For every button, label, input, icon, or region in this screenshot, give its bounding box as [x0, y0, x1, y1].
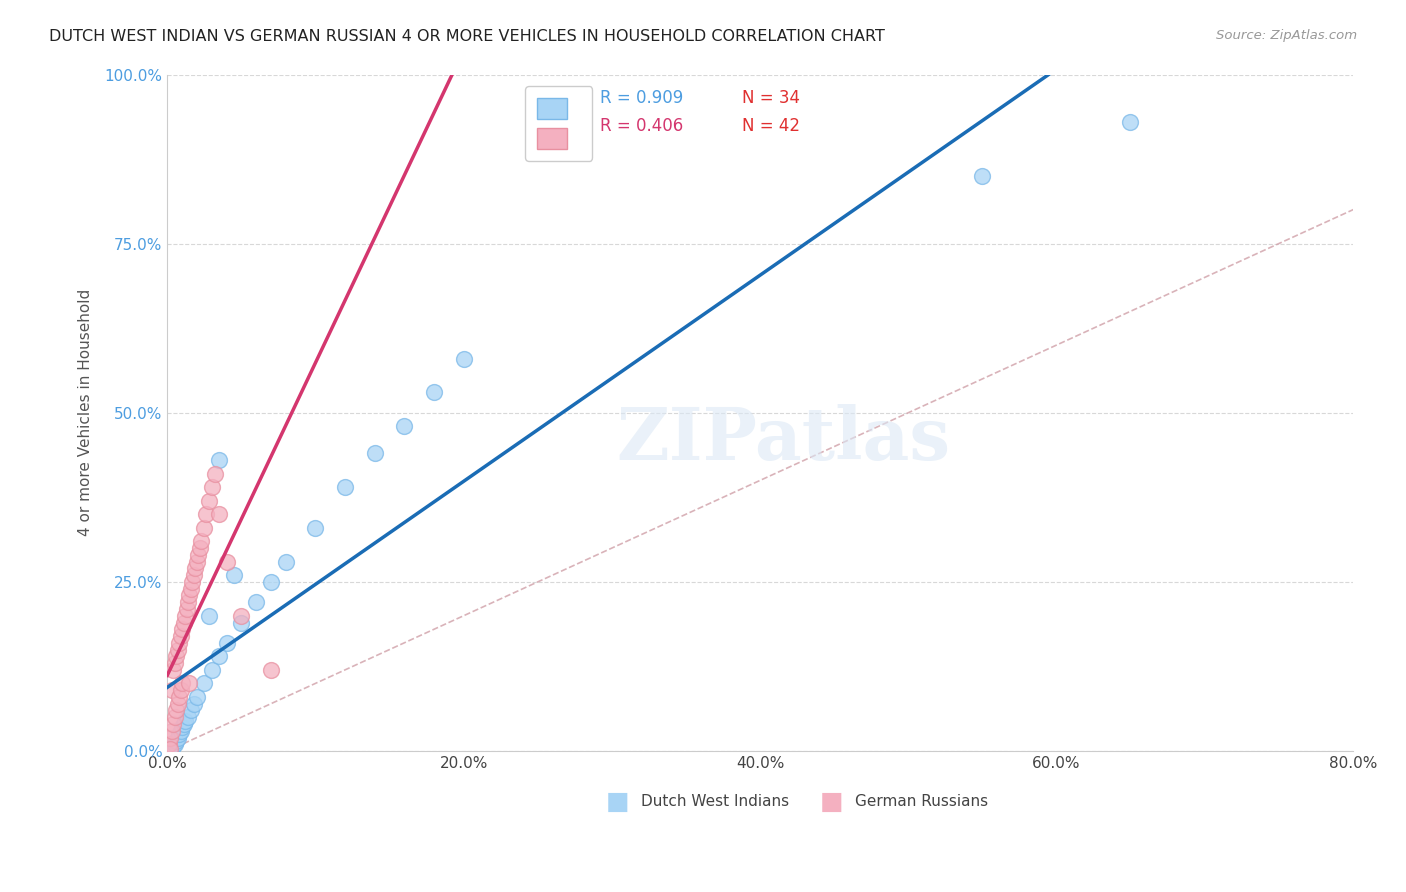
Point — [165, 703, 187, 717]
Point — [162, 663, 184, 677]
Point — [193, 676, 215, 690]
Point — [166, 731, 188, 745]
Point — [201, 480, 224, 494]
Point — [169, 629, 191, 643]
Point — [181, 574, 204, 589]
Point — [208, 508, 231, 522]
Point — [972, 169, 994, 183]
Point — [215, 636, 238, 650]
Point — [174, 714, 197, 728]
Point — [177, 595, 200, 609]
Point — [163, 656, 186, 670]
Point — [179, 676, 201, 690]
Point — [208, 453, 231, 467]
Point — [184, 561, 207, 575]
Point — [162, 717, 184, 731]
Point — [176, 602, 198, 616]
Point — [166, 697, 188, 711]
Text: German Russians: German Russians — [855, 794, 988, 809]
Point — [177, 710, 200, 724]
Point — [160, 740, 183, 755]
Point — [186, 690, 208, 704]
Point — [180, 703, 202, 717]
Point — [245, 595, 267, 609]
Point — [197, 608, 219, 623]
Point — [167, 690, 190, 704]
Point — [274, 555, 297, 569]
Point — [208, 649, 231, 664]
Text: R = 0.406: R = 0.406 — [600, 118, 683, 136]
Point — [163, 737, 186, 751]
Point — [231, 608, 253, 623]
Point — [179, 589, 201, 603]
Point — [173, 717, 195, 731]
Text: ■: ■ — [606, 789, 630, 814]
Point — [159, 731, 181, 745]
Text: DUTCH WEST INDIAN VS GERMAN RUSSIAN 4 OR MORE VEHICLES IN HOUSEHOLD CORRELATION : DUTCH WEST INDIAN VS GERMAN RUSSIAN 4 OR… — [49, 29, 886, 44]
Text: R = 0.909: R = 0.909 — [600, 89, 683, 107]
Point — [165, 734, 187, 748]
Point — [162, 739, 184, 753]
Point — [190, 534, 212, 549]
Point — [160, 683, 183, 698]
Text: ZIPatlas: ZIPatlas — [617, 404, 950, 475]
Point — [167, 727, 190, 741]
Text: N = 34: N = 34 — [742, 89, 800, 107]
Point — [159, 742, 181, 756]
Point — [215, 555, 238, 569]
Point — [170, 720, 193, 734]
Text: Dutch West Indians: Dutch West Indians — [641, 794, 790, 809]
Point — [394, 419, 416, 434]
Point — [231, 615, 253, 630]
Legend: , : , — [526, 87, 592, 161]
Point — [204, 467, 226, 481]
Point — [1119, 115, 1142, 129]
Point — [165, 649, 187, 664]
Point — [304, 521, 326, 535]
Point — [333, 480, 356, 494]
Point — [159, 742, 181, 756]
Point — [260, 574, 283, 589]
Point — [423, 385, 446, 400]
Text: N = 42: N = 42 — [742, 118, 800, 136]
Point — [166, 642, 188, 657]
Point — [193, 521, 215, 535]
Point — [201, 663, 224, 677]
Point — [188, 541, 211, 555]
Text: ■: ■ — [820, 789, 844, 814]
Point — [174, 608, 197, 623]
Point — [170, 676, 193, 690]
Point — [163, 710, 186, 724]
Point — [157, 737, 180, 751]
Point — [170, 622, 193, 636]
Text: Source: ZipAtlas.com: Source: ZipAtlas.com — [1216, 29, 1357, 42]
Point — [160, 723, 183, 738]
Point — [169, 723, 191, 738]
Point — [183, 568, 205, 582]
Point — [186, 555, 208, 569]
Point — [197, 493, 219, 508]
Point — [173, 615, 195, 630]
Point — [167, 636, 190, 650]
Point — [183, 697, 205, 711]
Point — [180, 582, 202, 596]
Point — [194, 508, 217, 522]
Point — [169, 683, 191, 698]
Point — [453, 351, 475, 366]
Point — [187, 548, 209, 562]
Point — [222, 568, 245, 582]
Point — [364, 446, 387, 460]
Point — [260, 663, 283, 677]
Y-axis label: 4 or more Vehicles in Household: 4 or more Vehicles in Household — [79, 289, 93, 536]
